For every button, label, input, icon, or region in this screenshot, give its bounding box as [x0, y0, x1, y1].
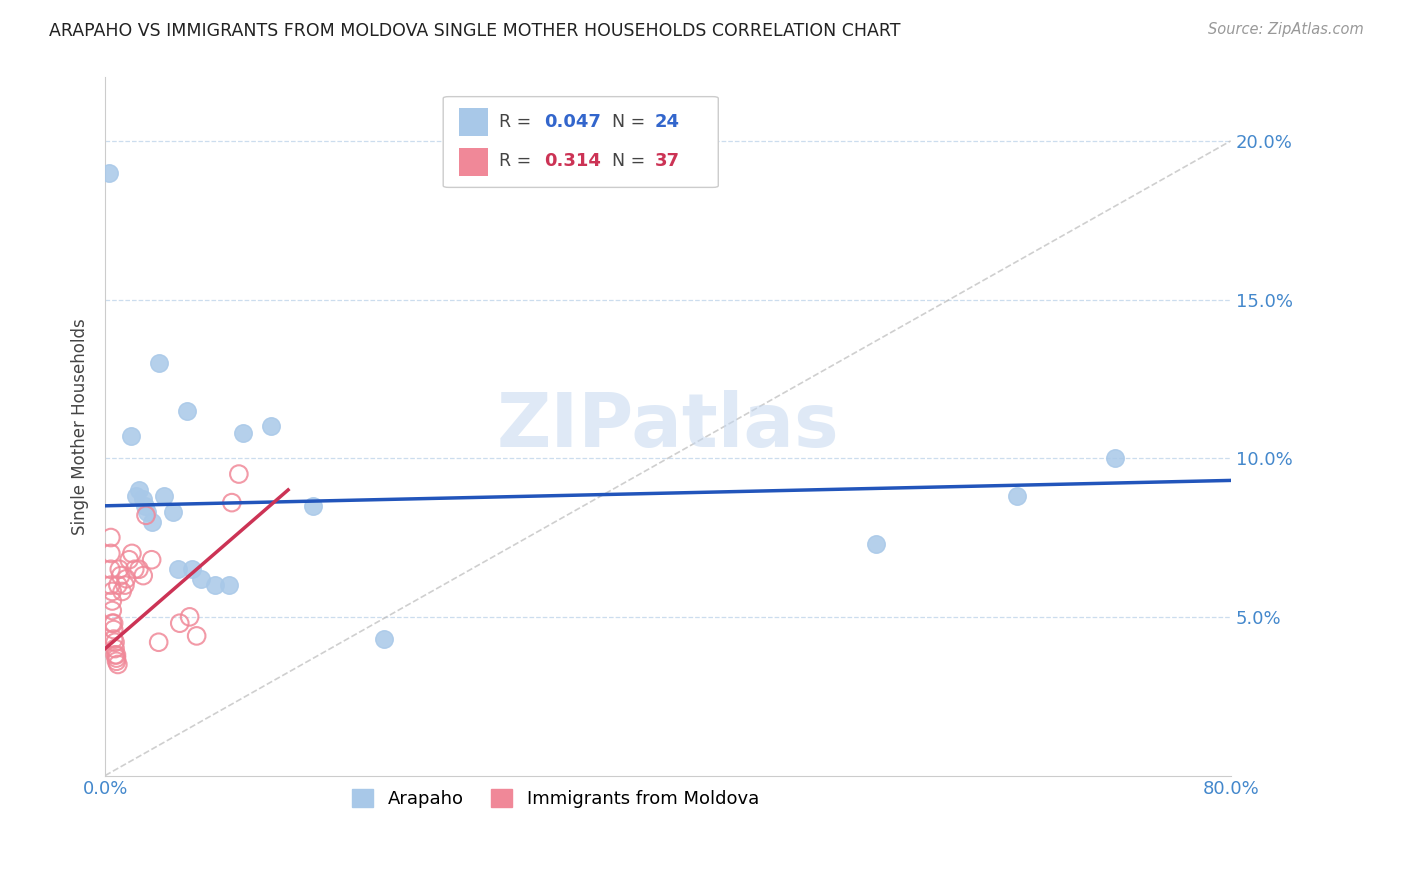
Point	[104, 648, 127, 662]
Y-axis label: Single Mother Households: Single Mother Households	[72, 318, 89, 535]
Point	[134, 499, 156, 513]
Point	[105, 654, 128, 668]
Point	[100, 531, 122, 545]
Point	[169, 616, 191, 631]
Point	[103, 623, 125, 637]
Point	[141, 515, 163, 529]
Point	[181, 562, 204, 576]
Point	[302, 499, 325, 513]
Point	[132, 568, 155, 582]
Point	[148, 635, 170, 649]
Point	[190, 572, 212, 586]
Point	[100, 546, 122, 560]
Point	[101, 584, 124, 599]
Point	[128, 483, 150, 497]
Point	[135, 508, 157, 523]
Point	[120, 429, 142, 443]
Point	[121, 546, 143, 560]
Point	[125, 489, 148, 503]
Point	[167, 562, 190, 576]
Point	[153, 489, 176, 503]
Point	[186, 629, 208, 643]
Point	[260, 419, 283, 434]
Point	[218, 578, 240, 592]
Point	[98, 166, 121, 180]
Text: ZIPatlas: ZIPatlas	[496, 390, 839, 463]
Point	[136, 505, 159, 519]
Point	[114, 578, 136, 592]
Point	[162, 505, 184, 519]
Point	[107, 657, 129, 672]
Point	[179, 610, 201, 624]
Point	[103, 616, 125, 631]
Point	[228, 467, 250, 481]
Text: Source: ZipAtlas.com: Source: ZipAtlas.com	[1208, 22, 1364, 37]
Point	[232, 425, 254, 440]
Point	[1005, 489, 1028, 503]
Legend: Arapaho, Immigrants from Moldova: Arapaho, Immigrants from Moldova	[344, 781, 766, 815]
Point	[100, 578, 122, 592]
Point	[865, 537, 887, 551]
Point	[101, 616, 124, 631]
Point	[141, 553, 163, 567]
Point	[105, 651, 128, 665]
Point	[1104, 451, 1126, 466]
Point	[103, 632, 125, 646]
Point	[104, 641, 127, 656]
Point	[105, 648, 128, 662]
Point	[373, 632, 395, 646]
Point	[104, 635, 127, 649]
Point	[108, 562, 131, 576]
Point	[107, 578, 129, 592]
Point	[128, 562, 150, 576]
Point	[111, 584, 134, 599]
Point	[204, 578, 226, 592]
Point	[101, 603, 124, 617]
Point	[101, 594, 124, 608]
Point	[221, 495, 243, 509]
Point	[115, 572, 138, 586]
Point	[176, 403, 198, 417]
Text: ARAPAHO VS IMMIGRANTS FROM MOLDOVA SINGLE MOTHER HOUSEHOLDS CORRELATION CHART: ARAPAHO VS IMMIGRANTS FROM MOLDOVA SINGL…	[49, 22, 901, 40]
Point	[148, 356, 170, 370]
Point	[100, 562, 122, 576]
Point	[124, 562, 146, 576]
Point	[132, 492, 155, 507]
Point	[118, 553, 141, 567]
Point	[110, 568, 132, 582]
